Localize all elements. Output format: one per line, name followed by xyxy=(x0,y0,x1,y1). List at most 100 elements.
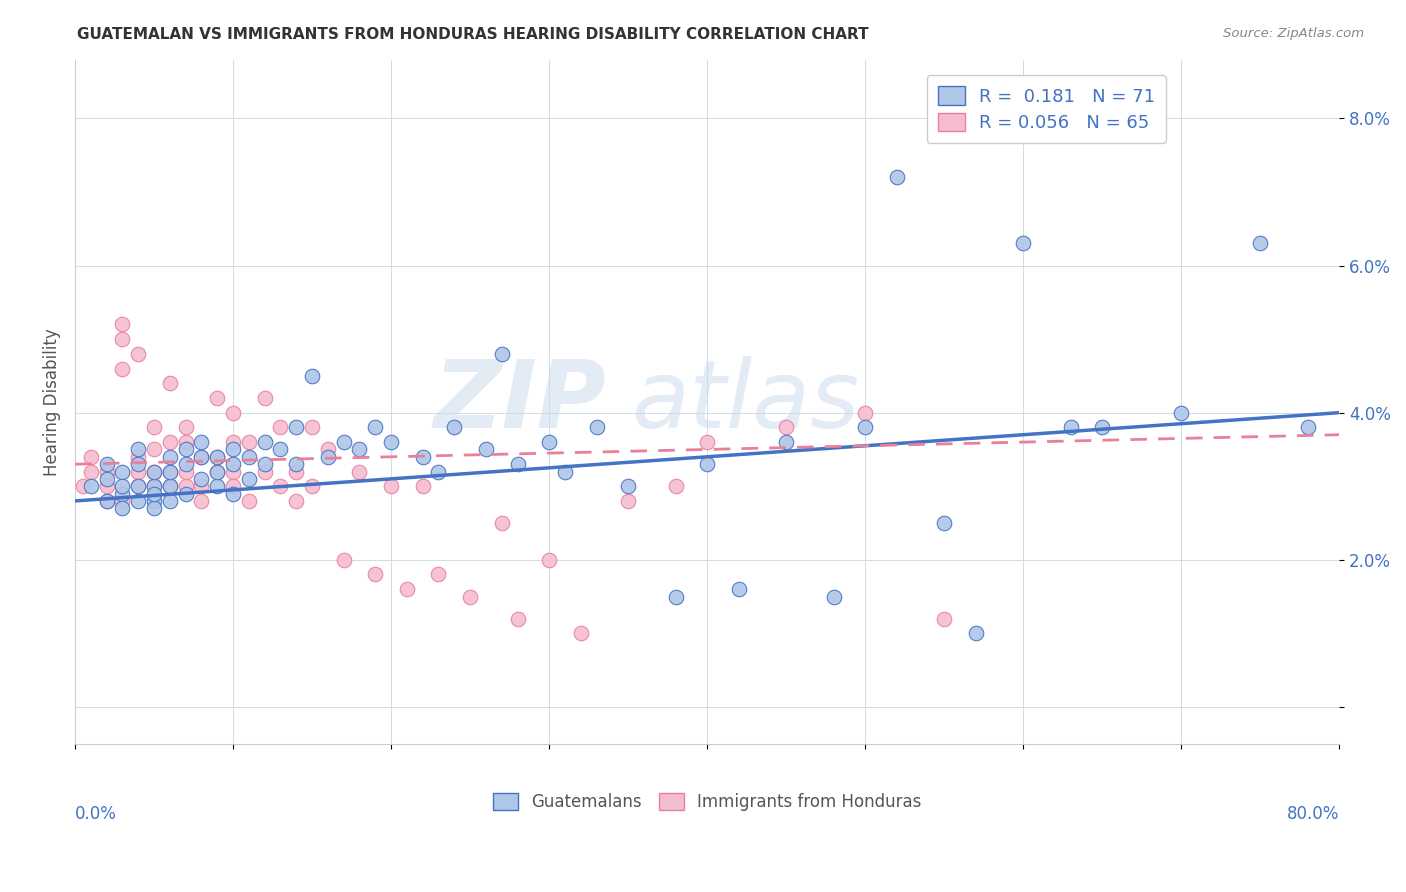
Point xyxy=(143,479,166,493)
Point xyxy=(143,465,166,479)
Point xyxy=(269,442,291,457)
Text: ZIP: ZIP xyxy=(433,356,606,448)
Point xyxy=(159,479,181,493)
Point xyxy=(174,479,197,493)
Point xyxy=(316,450,339,464)
Point xyxy=(1091,420,1114,434)
Point xyxy=(207,450,229,464)
Point xyxy=(143,442,166,457)
Point xyxy=(143,501,166,516)
Point xyxy=(664,479,686,493)
Point xyxy=(823,590,845,604)
Point xyxy=(143,494,166,508)
Point xyxy=(207,465,229,479)
Point xyxy=(127,465,149,479)
Point xyxy=(538,435,561,450)
Point xyxy=(127,457,149,471)
Point xyxy=(554,465,576,479)
Point xyxy=(285,494,308,508)
Point xyxy=(349,465,371,479)
Point xyxy=(412,450,434,464)
Point xyxy=(127,494,149,508)
Point xyxy=(159,465,181,479)
Point xyxy=(253,457,276,471)
Point xyxy=(491,516,513,530)
Point xyxy=(269,479,291,493)
Point xyxy=(190,450,212,464)
Point xyxy=(159,450,181,464)
Y-axis label: Hearing Disability: Hearing Disability xyxy=(44,327,60,475)
Point xyxy=(222,479,245,493)
Point xyxy=(96,494,118,508)
Point xyxy=(412,479,434,493)
Point xyxy=(1170,406,1192,420)
Point xyxy=(127,442,149,457)
Point xyxy=(127,479,149,493)
Point xyxy=(222,486,245,500)
Point xyxy=(159,494,181,508)
Text: 80.0%: 80.0% xyxy=(1286,805,1340,823)
Point xyxy=(538,553,561,567)
Point xyxy=(111,361,134,376)
Point xyxy=(127,450,149,464)
Point xyxy=(934,516,956,530)
Point xyxy=(775,420,797,434)
Point xyxy=(491,347,513,361)
Point xyxy=(569,626,592,640)
Point xyxy=(174,457,197,471)
Point xyxy=(238,435,260,450)
Point xyxy=(111,332,134,346)
Point xyxy=(886,170,908,185)
Point xyxy=(364,567,387,582)
Point xyxy=(696,435,718,450)
Text: atlas: atlas xyxy=(631,356,859,447)
Point xyxy=(111,465,134,479)
Point xyxy=(190,435,212,450)
Point xyxy=(332,553,354,567)
Point xyxy=(207,479,229,493)
Point xyxy=(427,567,450,582)
Point xyxy=(127,347,149,361)
Point xyxy=(301,420,323,434)
Point xyxy=(159,479,181,493)
Point xyxy=(316,442,339,457)
Point xyxy=(222,457,245,471)
Point xyxy=(80,465,103,479)
Point xyxy=(207,450,229,464)
Point xyxy=(222,465,245,479)
Text: Source: ZipAtlas.com: Source: ZipAtlas.com xyxy=(1223,27,1364,40)
Point xyxy=(159,465,181,479)
Point xyxy=(143,465,166,479)
Point xyxy=(80,450,103,464)
Point xyxy=(349,442,371,457)
Point xyxy=(111,494,134,508)
Point xyxy=(111,486,134,500)
Point xyxy=(617,479,640,493)
Point xyxy=(1249,236,1271,251)
Point xyxy=(364,420,387,434)
Point xyxy=(80,479,103,493)
Point xyxy=(617,494,640,508)
Point xyxy=(332,435,354,450)
Point xyxy=(96,472,118,486)
Point xyxy=(285,420,308,434)
Point xyxy=(253,465,276,479)
Point xyxy=(380,479,402,493)
Point xyxy=(143,479,166,493)
Point xyxy=(458,590,481,604)
Legend: Guatemalans, Immigrants from Honduras: Guatemalans, Immigrants from Honduras xyxy=(486,786,928,817)
Point xyxy=(174,442,197,457)
Point xyxy=(301,368,323,383)
Point xyxy=(222,406,245,420)
Point xyxy=(853,406,876,420)
Point xyxy=(443,420,465,434)
Point xyxy=(174,435,197,450)
Point xyxy=(696,457,718,471)
Point xyxy=(727,582,749,597)
Point xyxy=(111,479,134,493)
Point xyxy=(222,435,245,450)
Point xyxy=(96,494,118,508)
Point xyxy=(285,465,308,479)
Point xyxy=(506,457,529,471)
Point xyxy=(934,612,956,626)
